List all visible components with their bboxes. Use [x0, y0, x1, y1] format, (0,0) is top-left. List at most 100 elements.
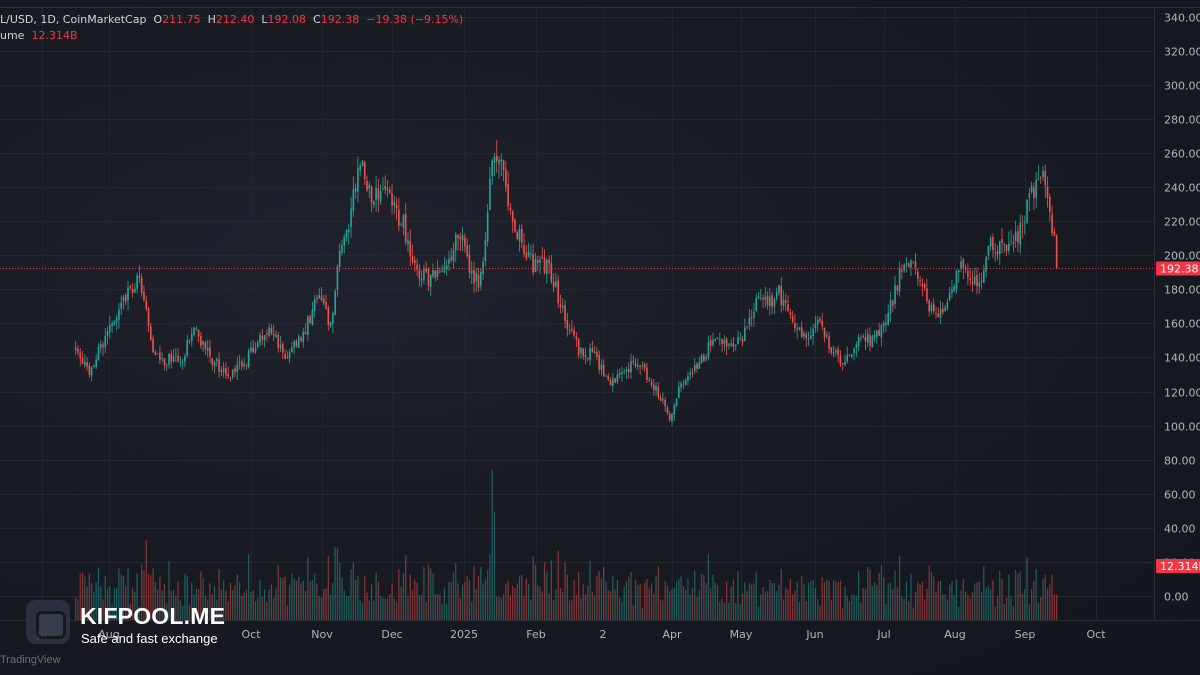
candle-body	[525, 252, 528, 259]
candle-body	[907, 263, 910, 267]
volume-bar	[245, 589, 247, 620]
kifpool-logo-icon	[26, 600, 70, 644]
candle-body	[384, 186, 387, 190]
price-tick-label: 60.00	[1164, 489, 1196, 502]
candle-body	[277, 334, 280, 348]
volume-bar	[528, 583, 530, 620]
volume-bar	[496, 596, 498, 620]
candle-body	[841, 363, 844, 364]
candle-body	[769, 296, 771, 307]
volume-bar	[694, 570, 696, 620]
candle-body	[730, 343, 732, 346]
candle-body	[268, 327, 270, 336]
candle-body	[136, 275, 138, 289]
time-tick-label: Oct	[1086, 628, 1106, 641]
candle-body	[1055, 235, 1058, 269]
time-tick-label: Jul	[876, 628, 890, 641]
volume-bar	[921, 581, 923, 620]
tradingview-attribution[interactable]: TradingView	[0, 654, 61, 666]
volume-bar	[1015, 569, 1017, 620]
candle-body	[216, 358, 218, 361]
volume-bar	[653, 593, 655, 620]
volume-bar	[106, 588, 109, 620]
volume-bar	[878, 572, 880, 620]
volume-bar	[441, 604, 443, 620]
candle-body	[985, 256, 987, 272]
volume-bar	[468, 580, 471, 620]
volume-bar	[75, 597, 77, 620]
volume-bar	[1005, 597, 1008, 620]
candle-body	[589, 348, 591, 360]
candle-body	[819, 318, 821, 322]
volume-bar	[739, 604, 741, 620]
candle-body	[373, 201, 375, 206]
volume-bar	[614, 589, 616, 620]
volume-bar	[382, 598, 384, 620]
volume-bar	[163, 584, 166, 620]
volume-bar	[983, 565, 985, 620]
symbol-label: L/USD, 1D, CoinMarketCap	[0, 13, 147, 26]
candle-body	[1042, 170, 1044, 177]
price-tick-label: 200.00	[1164, 250, 1200, 263]
volume-bar	[594, 595, 596, 620]
volume-bar	[896, 587, 898, 620]
volume-bar	[336, 548, 339, 620]
price-axis: 340.00 320.00 300.00 280.00 260.00 240.00 220.…	[1164, 12, 1200, 604]
candle-body	[971, 281, 974, 284]
volume-bar	[482, 583, 484, 620]
volume-bar	[209, 583, 211, 620]
volume-bar	[455, 563, 457, 620]
volume-bar	[860, 603, 862, 620]
candle-body	[946, 302, 949, 309]
time-tick-label: Oct	[241, 628, 261, 641]
candle-body	[236, 364, 239, 373]
volume-bar	[134, 591, 136, 620]
volume-bar	[293, 578, 295, 620]
volume-bar	[127, 568, 129, 620]
candle-body	[491, 160, 493, 177]
candle-body	[170, 353, 173, 362]
volume-bar	[81, 572, 84, 620]
candle-body	[652, 384, 655, 390]
volume-bar	[782, 599, 785, 620]
candle-body	[851, 354, 853, 357]
candle-body	[361, 160, 364, 167]
price-tick-label: 140.00	[1164, 352, 1200, 365]
volume-bar	[129, 604, 131, 620]
volume-bar	[188, 604, 191, 620]
candle-body	[814, 323, 817, 329]
volume-bar	[254, 601, 257, 620]
candle-body	[229, 377, 232, 379]
candle-body	[172, 356, 175, 362]
volume-bar	[568, 600, 571, 620]
candle-body	[930, 304, 933, 312]
candle-body	[846, 354, 849, 362]
volume-bar	[837, 582, 839, 620]
volume-bar	[589, 560, 591, 620]
volume-bar	[416, 582, 418, 620]
volume-bar	[862, 587, 864, 620]
volume-bar	[77, 599, 79, 620]
price-tick-label: 220.00	[1164, 216, 1200, 229]
volume-bar	[924, 599, 926, 620]
volume-bar	[211, 594, 213, 620]
volume-bar	[373, 600, 375, 620]
volume-bar	[996, 595, 999, 620]
volume-bar	[707, 553, 710, 620]
volume-bar	[352, 562, 354, 620]
candle-body	[395, 204, 398, 209]
candle-body	[857, 336, 860, 347]
candle-body	[712, 339, 714, 346]
volume-bar	[728, 602, 730, 620]
volume-bar	[521, 574, 523, 620]
candle-body	[998, 241, 1001, 255]
candle-body	[596, 351, 598, 357]
volume-bar	[236, 574, 238, 620]
candle-body	[662, 398, 664, 401]
candle-body	[928, 300, 930, 312]
volume-bar	[830, 599, 832, 620]
volume-bar	[307, 557, 309, 620]
candle-body	[737, 337, 739, 345]
